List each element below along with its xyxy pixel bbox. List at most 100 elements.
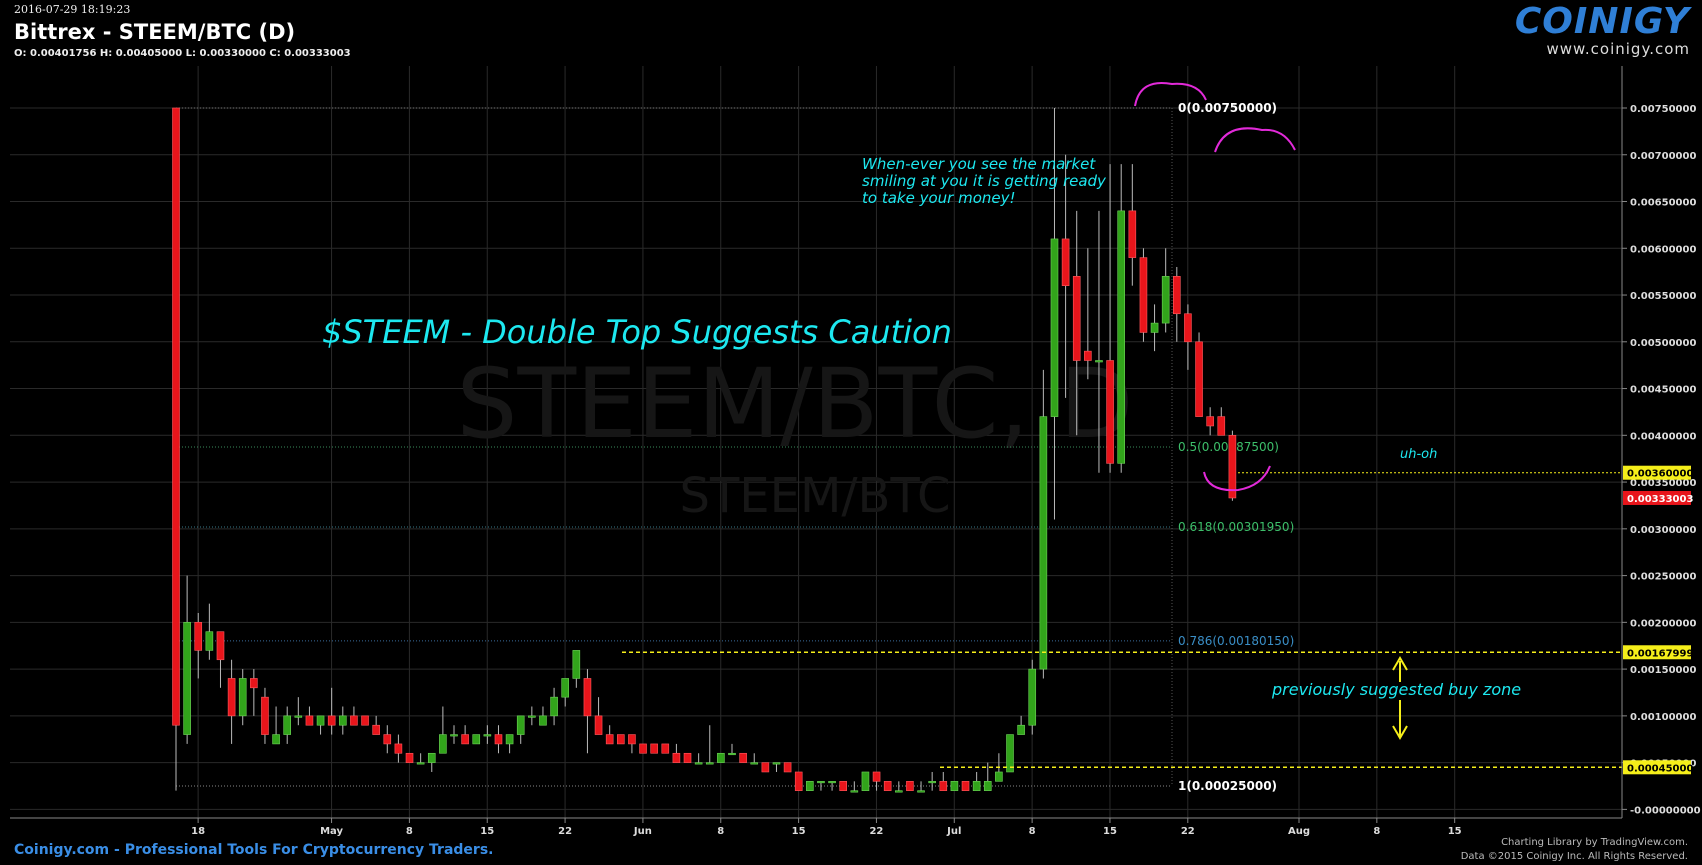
candle [383, 725, 392, 754]
price-tick-label: 0.00550000 [1630, 291, 1696, 302]
candle-body [383, 734, 392, 745]
candle-body [327, 715, 336, 726]
time-tick-label: 8 [406, 826, 413, 837]
time-tick-label: 15 [1448, 826, 1462, 837]
price-tick-label: 0.00700000 [1630, 151, 1696, 162]
time-tick-label: May [320, 826, 343, 837]
price-tag: 0.00360000 [1623, 465, 1693, 480]
candle [694, 753, 703, 765]
candle [528, 706, 536, 726]
footer-tagline[interactable]: Coinigy.com - Professional Tools For Cry… [14, 842, 494, 858]
price-tick-label: 0.00150000 [1630, 665, 1696, 676]
candle [372, 715, 380, 735]
price-tick-label: 0.00250000 [1630, 572, 1696, 583]
candle-body [761, 762, 770, 773]
candle [950, 781, 959, 791]
candle [772, 762, 781, 772]
candle [1072, 210, 1081, 436]
annotation-uh-oh: uh-oh [1400, 447, 1438, 462]
candle [183, 575, 191, 744]
candle [238, 669, 247, 726]
candle-body [561, 678, 570, 698]
candle [661, 743, 670, 754]
candle-body [1195, 341, 1203, 417]
candle-body [939, 781, 948, 791]
time-tick-label: 15 [1103, 826, 1117, 837]
candle [650, 743, 658, 754]
footer-credit-tradingview[interactable]: Charting Library by TradingView.com. [1501, 837, 1688, 848]
candle-body [1106, 360, 1114, 464]
candle [361, 715, 369, 726]
price-tag-label: 0.00333003 [1627, 494, 1693, 505]
candle [1173, 266, 1181, 342]
candle [861, 771, 870, 791]
candle [172, 107, 180, 791]
time-tick-label: Jun [633, 826, 652, 837]
candle [516, 715, 525, 744]
candle-body [539, 715, 547, 726]
candle-body [806, 781, 814, 791]
candle [1028, 659, 1037, 735]
candle [439, 706, 447, 754]
candle [850, 781, 859, 793]
candle [1117, 164, 1125, 473]
time-tick-label: Aug [1288, 826, 1310, 837]
chart-axes: 0.00750000 0.00700000 0.00650000 0.00600000… [10, 66, 1701, 837]
candle [761, 762, 770, 773]
candle [505, 734, 514, 754]
candle [250, 669, 258, 716]
candle-body [1150, 322, 1159, 333]
candle [1061, 154, 1070, 398]
candle [1050, 108, 1059, 520]
candle-body [894, 790, 903, 793]
candle [1161, 248, 1170, 333]
price-tick-label: 0.00750000 [1630, 104, 1696, 115]
candle [750, 753, 759, 765]
candle-body [338, 715, 347, 726]
candle-body [750, 762, 759, 765]
candle-body [794, 771, 803, 791]
candle [616, 734, 625, 745]
price-tick-label: 0.00400000 [1630, 431, 1696, 442]
candle-body [194, 622, 203, 651]
time-tick-label: 15 [480, 826, 494, 837]
fibonacci-retracement: 0(0.00750000) 0.5(0.00387500) 0.618(0.0030… [176, 101, 1294, 793]
candle [283, 706, 292, 744]
candle-body [639, 743, 647, 754]
candle [739, 752, 747, 763]
candle-body [316, 715, 325, 726]
candle [539, 706, 547, 726]
candle-body [972, 781, 981, 791]
candle-body [439, 734, 447, 754]
chart-timestamp: 2016-07-29 18:19:23 [14, 3, 131, 16]
coinigy-logo[interactable]: COINIGY www.coinigy.com [1515, 2, 1690, 59]
candle-body [361, 715, 369, 726]
candle-body [450, 734, 458, 737]
logo-url: www.coinigy.com [1546, 40, 1690, 58]
fib-label: 0.5(0.00387500) [1178, 440, 1279, 454]
time-tick-label: 18 [191, 826, 205, 837]
candle [1106, 164, 1114, 473]
price-tag-label: 0.00167999 [1627, 648, 1693, 659]
candle-body [772, 762, 781, 765]
candle-body [305, 715, 314, 726]
candle-body [528, 715, 536, 718]
candle-body [883, 781, 892, 791]
candle [717, 752, 725, 763]
candle [1150, 304, 1159, 352]
candle [794, 771, 803, 791]
candle-body [1006, 734, 1014, 773]
candle [672, 743, 681, 763]
chart-title: Bittrex - STEEM/BTC (D) [14, 20, 296, 44]
candle [872, 771, 881, 791]
candle-body [1206, 416, 1214, 427]
candle-body [1161, 276, 1170, 324]
candle-body [850, 790, 859, 793]
candle-body [472, 734, 481, 745]
price-tick-label: 0.00100000 [1630, 712, 1696, 723]
candle-body [928, 781, 936, 784]
price-tick-label: 0.00300000 [1630, 525, 1696, 536]
candle-body [572, 650, 581, 679]
candle-body [1072, 276, 1081, 361]
